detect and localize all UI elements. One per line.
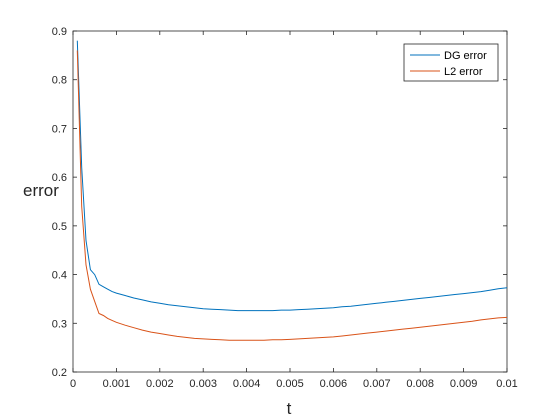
y-tick-label: 0.8 [52, 75, 67, 87]
x-tick-label: 0.005 [276, 378, 304, 390]
y-tick-label: 0.4 [52, 270, 67, 282]
x-tick-label: 0.003 [189, 378, 217, 390]
x-axis-label: t [287, 399, 292, 418]
series-layer [76, 40, 508, 341]
legend-box [403, 43, 499, 82]
legend-label-l2-error: L2 error [444, 66, 483, 78]
y-axis-label: error [23, 181, 59, 200]
legend: DG error L2 error [403, 43, 499, 82]
y-tick-label: 0.7 [52, 123, 67, 135]
y-tick-label: 0.3 [52, 318, 67, 330]
y-tick-label: 0.6 [52, 172, 67, 184]
y-tick-label: 0.9 [52, 26, 67, 38]
x-tick-label: 0.007 [363, 378, 391, 390]
x-tick-label: 0.01 [496, 378, 517, 390]
plot-area [72, 30, 508, 373]
x-tick-label: 0 [70, 378, 76, 390]
series-line-dg-error [76, 40, 508, 312]
y-tick-label: 0.5 [52, 221, 67, 233]
x-tick-label: 0.008 [406, 378, 434, 390]
x-tick-label: 0.001 [103, 378, 131, 390]
y-tick-label: 0.2 [52, 367, 67, 379]
x-tick-label: 0.009 [450, 378, 478, 390]
x-tick-label: 0.006 [320, 378, 348, 390]
x-tick-label: 0.004 [233, 378, 261, 390]
series-line-l2-error [76, 50, 508, 341]
axis-ticks: 0 0.001 0.002 0.003 0.004 0.005 0.006 0.007 0.00… [52, 26, 518, 390]
legend-label-dg-error: DG error [444, 50, 487, 62]
x-tick-label: 0.002 [146, 378, 174, 390]
